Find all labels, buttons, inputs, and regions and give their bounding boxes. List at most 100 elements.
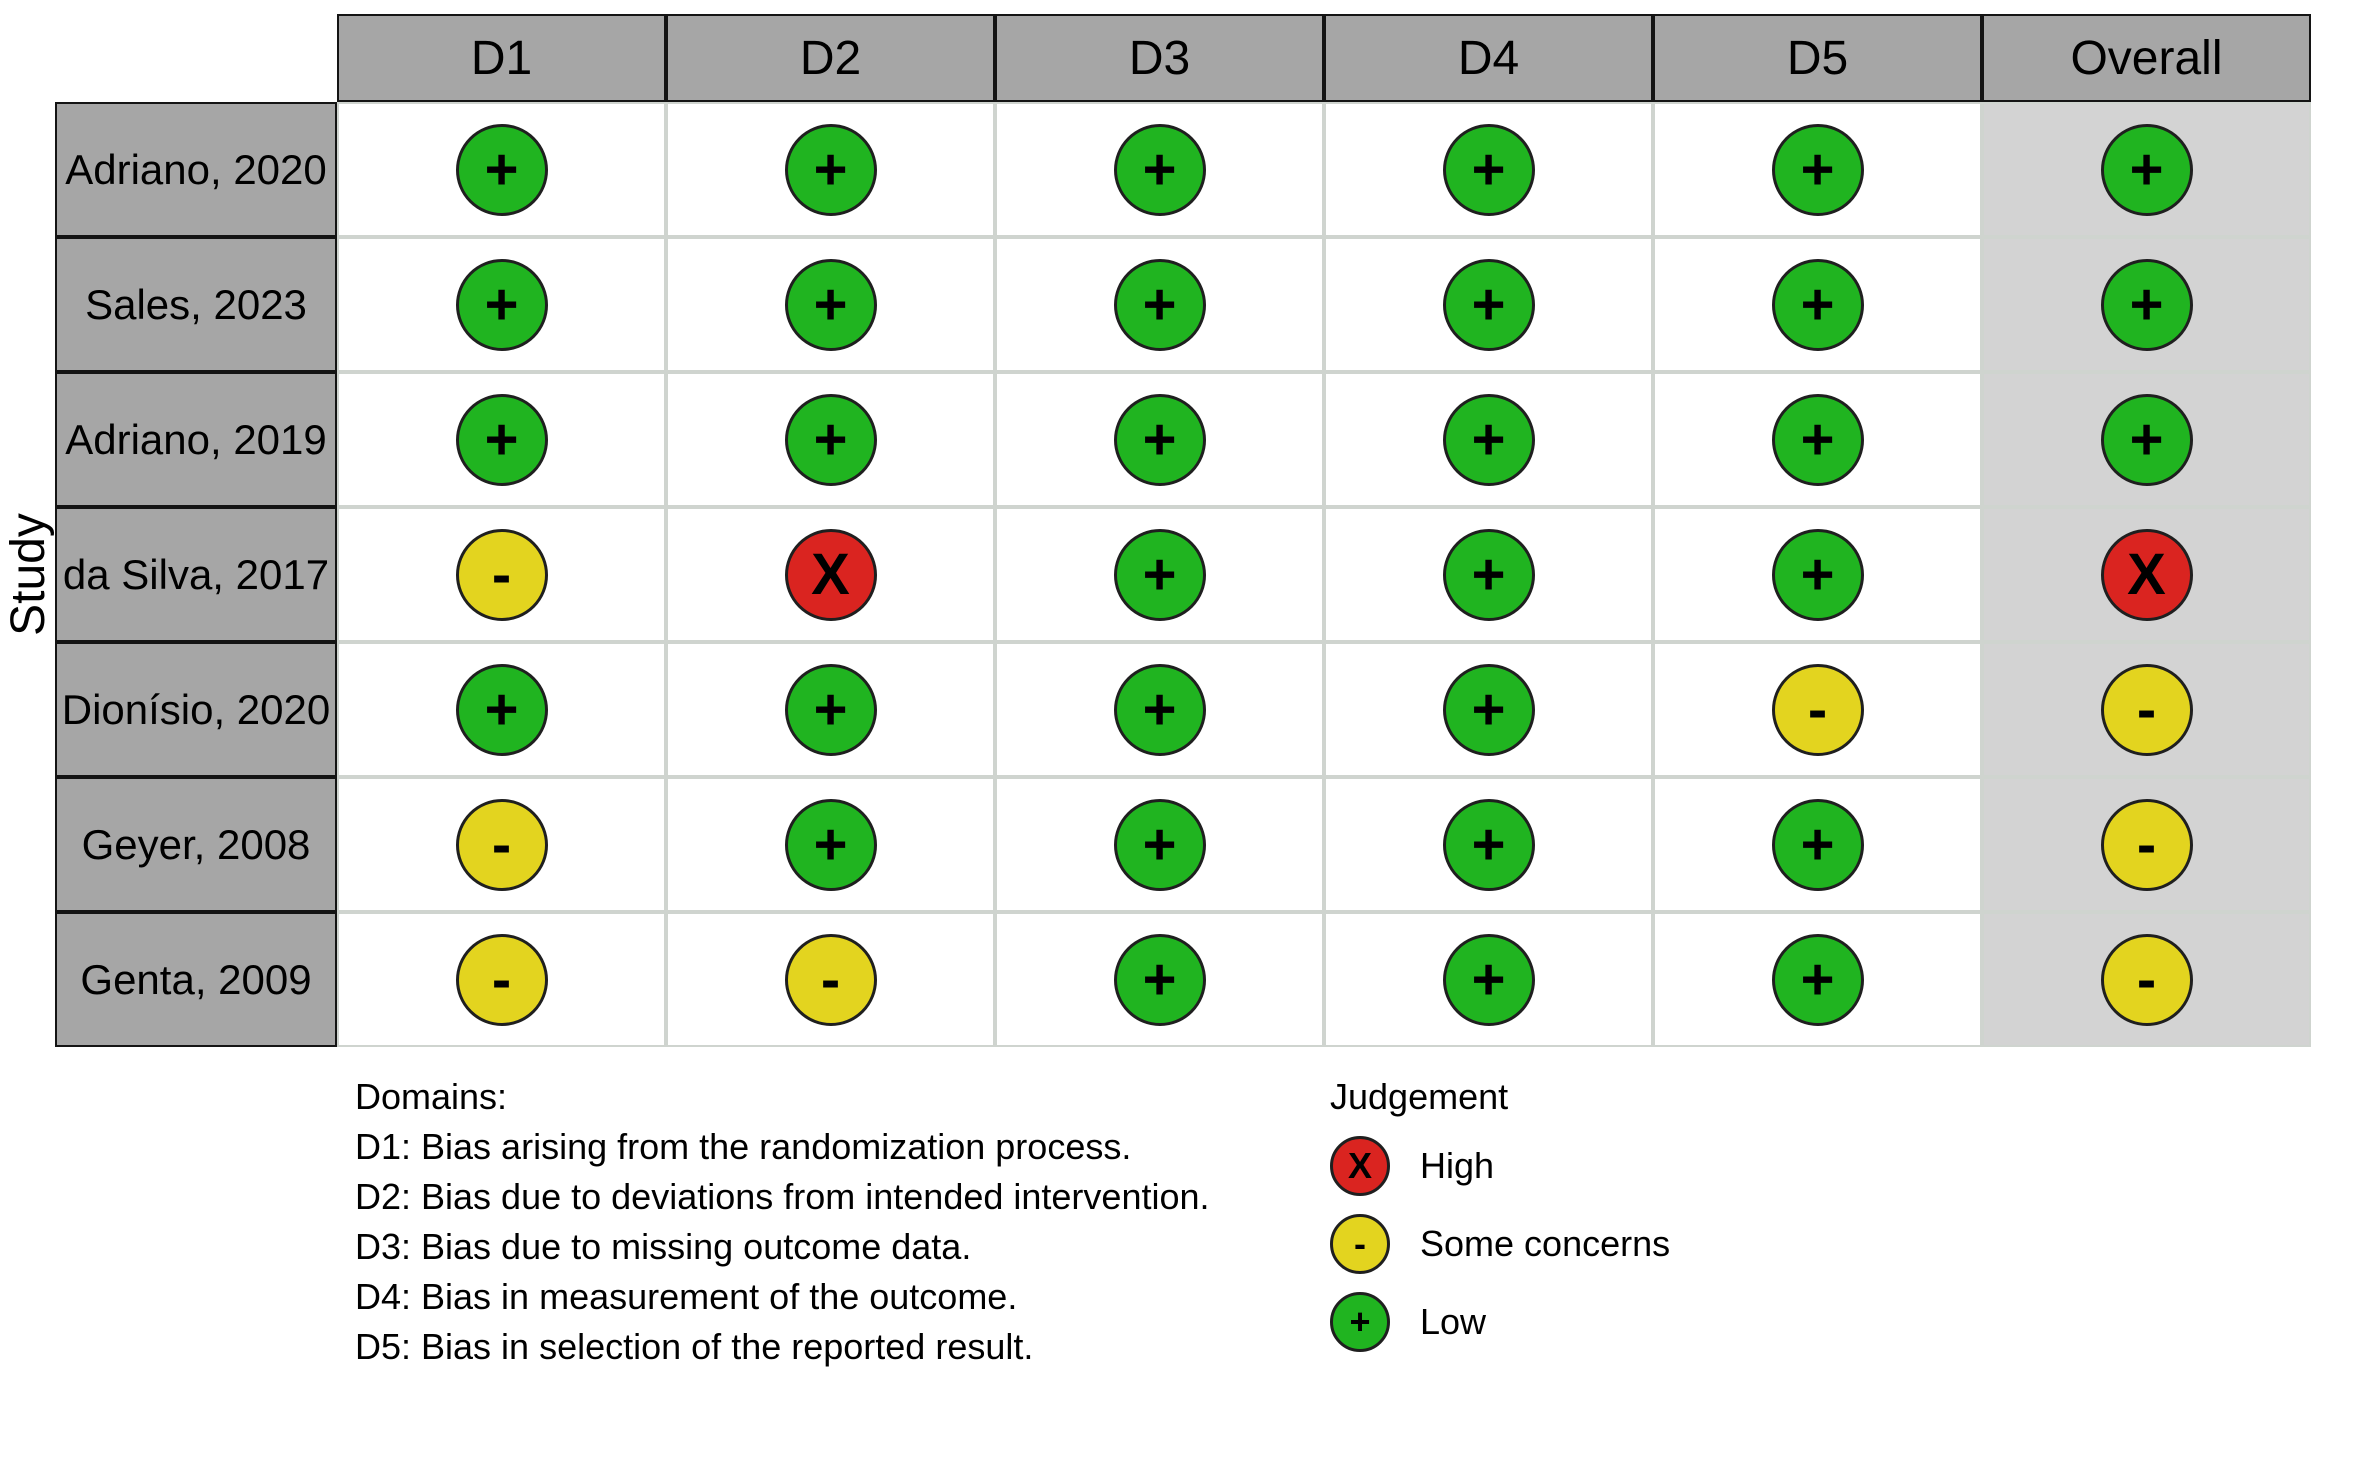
judgement-cell: + (995, 372, 1324, 507)
judgement-low-icon: + (1442, 258, 1535, 351)
judgement-cell: + (1653, 102, 1982, 237)
judgement-low-icon: + (1113, 123, 1206, 216)
study-name: da Silva, 2017 (55, 507, 337, 642)
judgement-low-icon: + (784, 258, 877, 351)
traffic-light-table: D1 D2 D3 D4 D5 Overall Adriano, 2020 + + + + + + Sale… (55, 14, 2311, 1047)
judgement-low-icon: + (2100, 123, 2193, 216)
judgement-some_concerns-icon: - (455, 933, 548, 1026)
judgement-low-icon: + (1442, 528, 1535, 621)
judgement-some_concerns-icon: - (2100, 663, 2193, 756)
judgement-low-icon: + (784, 123, 877, 216)
judgement-cell: + (995, 642, 1324, 777)
judgement-low-icon: + (1771, 798, 1864, 891)
judgement-low-icon: + (455, 123, 548, 216)
judgement-cell: + (1324, 777, 1653, 912)
column-header-d5: D5 (1653, 14, 1982, 102)
judgement-low-icon: + (784, 798, 877, 891)
study-name: Adriano, 2019 (55, 372, 337, 507)
domain-footnote-2: D2: Bias due to deviations from intended… (355, 1176, 1210, 1217)
judgement-low-icon: + (1771, 123, 1864, 216)
judgement-cell: - (1982, 642, 2311, 777)
judgement-cell: + (337, 372, 666, 507)
study-name: Dionísio, 2020 (55, 642, 337, 777)
judgement-some_concerns-icon: - (455, 798, 548, 891)
column-header-d3: D3 (995, 14, 1324, 102)
judgement-cell: + (1653, 777, 1982, 912)
judgement-cell: + (666, 102, 995, 237)
judgement-low-icon: + (1113, 258, 1206, 351)
judgement-low-icon: + (2100, 258, 2193, 351)
legend-items: X High - Some concerns + Low (1330, 1136, 1670, 1352)
judgement-low-icon: + (455, 393, 548, 486)
study-name: Sales, 2023 (55, 237, 337, 372)
legend-label-low: Low (1420, 1301, 1487, 1342)
judgement-cell: + (1653, 507, 1982, 642)
judgement-low-icon: + (1113, 663, 1206, 756)
judgement-low-icon: + (1442, 393, 1535, 486)
judgement-cell: + (337, 642, 666, 777)
judgement-cell: + (666, 777, 995, 912)
domain-footnote-3: D3: Bias due to missing outcome data. (355, 1226, 972, 1267)
column-header-d1: D1 (337, 14, 666, 102)
judgement-high-icon: X (2100, 528, 2193, 621)
judgement-cell: + (337, 237, 666, 372)
judgement-cell: + (666, 372, 995, 507)
judgement-cell: - (1982, 912, 2311, 1047)
judgement-cell: + (995, 912, 1324, 1047)
judgement-some_concerns-icon: - (784, 933, 877, 1026)
judgement-cell: + (1324, 237, 1653, 372)
judgement-low-icon: + (1113, 393, 1206, 486)
judgement-some_concerns-icon: - (2100, 933, 2193, 1026)
judgement-low-icon: + (784, 393, 877, 486)
domains-list: D1: Bias arising from the randomization … (355, 1122, 1210, 1372)
judgement-cell: - (1653, 642, 1982, 777)
judgement-cell: + (337, 102, 666, 237)
judgement-low-icon: + (1771, 528, 1864, 621)
study-name: Geyer, 2008 (55, 777, 337, 912)
judgement-low-icon: + (1442, 663, 1535, 756)
judgement-low-icon: + (2100, 393, 2193, 486)
judgement-some_concerns-icon: - (2100, 798, 2193, 891)
domain-footnote-4: D4: Bias in measurement of the outcome. (355, 1276, 1018, 1317)
domains-title: Domains: (355, 1076, 508, 1117)
judgement-low-icon: + (784, 663, 877, 756)
judgement-cell: + (995, 507, 1324, 642)
judgement-cell: + (666, 237, 995, 372)
judgement-some_concerns-icon: - (455, 528, 548, 621)
study-name: Adriano, 2020 (55, 102, 337, 237)
column-header-d4: D4 (1324, 14, 1653, 102)
judgement-cell: - (337, 777, 666, 912)
legend-label-some_concerns: Some concerns (1420, 1223, 1671, 1264)
judgement-some_concerns-icon: - (1771, 663, 1864, 756)
domain-footnotes: Domains: D1: Bias arising from the rando… (355, 1072, 1210, 1372)
judgement-cell: X (666, 507, 995, 642)
judgement-cell: + (1982, 372, 2311, 507)
judgement-cell: + (1653, 237, 1982, 372)
judgement-cell: + (1324, 102, 1653, 237)
legend-item-low: + Low (1330, 1292, 1670, 1352)
judgement-cell: - (666, 912, 995, 1047)
judgement-cell: + (995, 102, 1324, 237)
judgement-cell: + (1324, 372, 1653, 507)
judgement-cell: + (1324, 507, 1653, 642)
domain-footnote-1: D1: Bias arising from the randomization … (355, 1126, 1132, 1167)
judgement-cell: + (1324, 642, 1653, 777)
column-header-d2: D2 (666, 14, 995, 102)
study-name: Genta, 2009 (55, 912, 337, 1047)
legend-some_concerns-icon: - (1330, 1214, 1390, 1274)
judgement-cell: + (995, 777, 1324, 912)
study-axis: Study (0, 102, 56, 1047)
table-corner (55, 14, 337, 102)
judgement-cell: + (1653, 912, 1982, 1047)
judgement-low-icon: + (1442, 933, 1535, 1026)
legend-item-some_concerns: - Some concerns (1330, 1214, 1670, 1274)
judgement-cell: - (337, 507, 666, 642)
legend-label-high: High (1420, 1145, 1495, 1186)
legend-high-icon: X (1330, 1136, 1390, 1196)
judgement-low-icon: + (1113, 798, 1206, 891)
judgement-cell: + (666, 642, 995, 777)
judgement-low-icon: + (1113, 933, 1206, 1026)
judgement-cell: + (1324, 912, 1653, 1047)
judgement-low-icon: + (455, 663, 548, 756)
